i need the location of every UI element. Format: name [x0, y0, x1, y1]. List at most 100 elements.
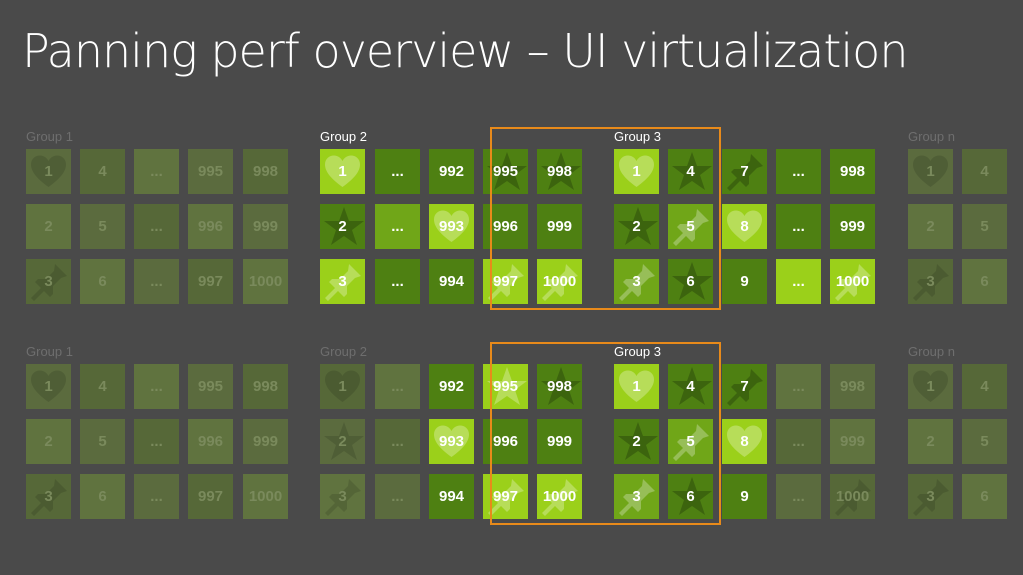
tile-label: ... [391, 273, 404, 290]
group-label: Group 2 [320, 129, 367, 144]
tile-label: 3 [338, 273, 347, 290]
tile-label: 9 [740, 273, 749, 290]
tile-label: 5 [980, 218, 989, 235]
pin-icon [26, 474, 71, 519]
item-tile: 1000 [243, 474, 288, 519]
tile-label: 2 [44, 218, 53, 235]
item-tile: 1 [908, 149, 953, 194]
item-tile: ... [776, 259, 821, 304]
item-tile: 1000 [830, 474, 875, 519]
tile-label: 2 [338, 218, 347, 235]
tile-label: ... [391, 378, 404, 395]
item-tile: 6 [962, 474, 1007, 519]
star-icon [668, 364, 713, 409]
heart-icon [614, 149, 659, 194]
tile-label: 997 [492, 488, 519, 505]
tile-label: ... [150, 273, 163, 290]
item-tile: 8 [722, 419, 767, 464]
tile-label: 996 [492, 218, 519, 235]
tile-label: 2 [926, 218, 935, 235]
item-tile: 5 [668, 204, 713, 249]
item-tile: 995 [188, 364, 233, 409]
item-tile: 996 [188, 204, 233, 249]
item-tile: 3 [614, 259, 659, 304]
item-tile: 999 [537, 419, 582, 464]
tile-label: 2 [632, 218, 641, 235]
tile-label: 8 [740, 218, 749, 235]
item-tile: 2 [614, 204, 659, 249]
tile-label: 996 [197, 218, 224, 235]
item-tile: 3 [908, 474, 953, 519]
tile-label: 997 [197, 273, 224, 290]
tile-label: 999 [252, 218, 279, 235]
tile-label: ... [150, 433, 163, 450]
tile-label: 9 [740, 488, 749, 505]
item-tile: 1000 [830, 259, 875, 304]
item-tile: ... [134, 149, 179, 194]
tile-label: ... [150, 488, 163, 505]
heart-icon [722, 204, 767, 249]
heart-icon [26, 364, 71, 409]
item-tile: ... [134, 259, 179, 304]
tile-label: 2 [926, 433, 935, 450]
group-label: Group 1 [26, 129, 73, 144]
tile-label: 1000 [835, 488, 870, 505]
item-tile: 6 [668, 474, 713, 519]
item-tile: ... [375, 259, 420, 304]
tile-label: 998 [252, 378, 279, 395]
item-tile: 998 [537, 364, 582, 409]
tile-label: ... [792, 273, 805, 290]
item-tile: 7 [722, 364, 767, 409]
tile-label: 4 [98, 378, 107, 395]
tile-label: 995 [197, 163, 224, 180]
item-tile: 5 [80, 419, 125, 464]
item-tile: 998 [243, 364, 288, 409]
item-tile: 5 [80, 204, 125, 249]
heart-icon [908, 364, 953, 409]
tile-label: 3 [44, 488, 53, 505]
item-tile: 998 [243, 149, 288, 194]
tile-label: 997 [197, 488, 224, 505]
tile-label: 4 [980, 163, 989, 180]
item-tile: 1 [614, 149, 659, 194]
tile-label: 1 [926, 378, 935, 395]
item-tile: 994 [429, 474, 474, 519]
item-tile: 996 [188, 419, 233, 464]
tile-label: 1000 [542, 488, 577, 505]
item-tile: 994 [429, 259, 474, 304]
tile-label: 998 [252, 163, 279, 180]
item-tile: 3 [614, 474, 659, 519]
item-tile: 997 [483, 474, 528, 519]
tile-label: 994 [438, 273, 465, 290]
tile-label: 2 [632, 433, 641, 450]
item-tile: 1 [26, 364, 71, 409]
tile-label: ... [391, 163, 404, 180]
item-tile: 2 [908, 204, 953, 249]
item-tile: 2 [614, 419, 659, 464]
tile-label: 998 [546, 378, 573, 395]
item-tile: 992 [429, 149, 474, 194]
item-tile: 4 [962, 149, 1007, 194]
item-tile: 4 [962, 364, 1007, 409]
pin-icon [537, 474, 582, 519]
star-icon [320, 204, 365, 249]
tile-label: ... [391, 488, 404, 505]
item-tile: 8 [722, 204, 767, 249]
group-label: Group 3 [614, 129, 661, 144]
tile-label: 998 [546, 163, 573, 180]
item-tile: 3 [320, 259, 365, 304]
item-tile: 2 [320, 204, 365, 249]
item-tile: 1 [26, 149, 71, 194]
pin-icon [26, 259, 71, 304]
item-tile: ... [375, 204, 420, 249]
tile-label: 992 [438, 378, 465, 395]
star-icon [320, 419, 365, 464]
tile-label: 1000 [248, 273, 283, 290]
tile-label: 3 [632, 488, 641, 505]
tile-label: 999 [546, 218, 573, 235]
item-tile: 6 [80, 474, 125, 519]
item-tile: ... [776, 204, 821, 249]
item-tile: 9 [722, 259, 767, 304]
item-tile: 4 [80, 364, 125, 409]
item-tile: 1000 [243, 259, 288, 304]
